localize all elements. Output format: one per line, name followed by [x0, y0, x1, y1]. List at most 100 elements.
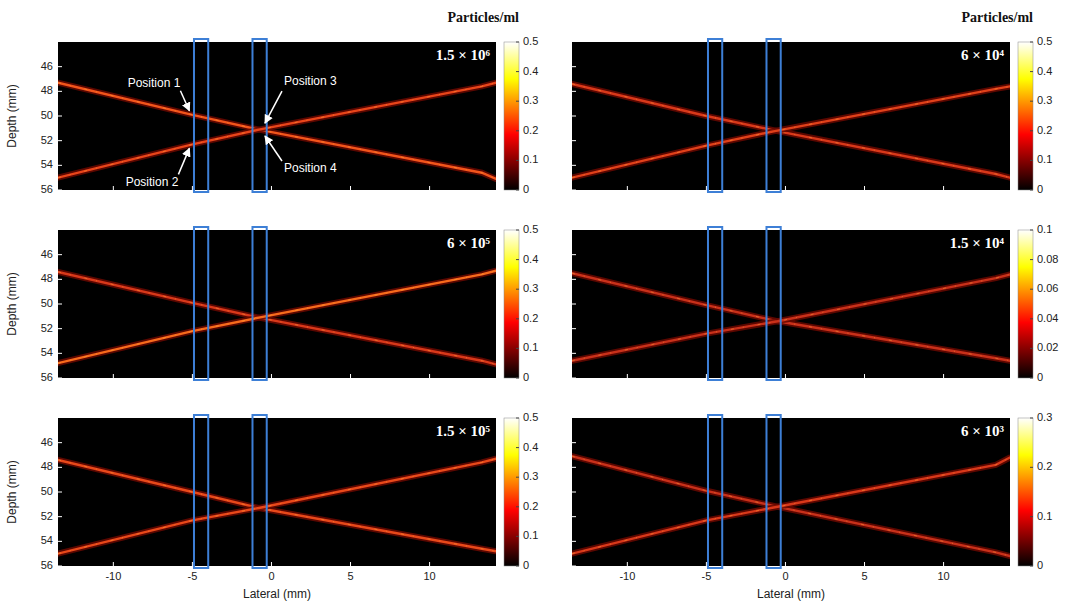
y-tick-label: 54	[41, 346, 53, 358]
vessel-glow	[58, 459, 496, 554]
y-tick	[572, 492, 576, 493]
colorbar-tick	[516, 190, 519, 191]
x-tick-label: -10	[105, 570, 121, 582]
figure: 4648505254561.5 × 10⁶Position 1Position …	[0, 0, 1072, 615]
x-tick-label: 0	[268, 570, 274, 582]
colorbar-tick	[1030, 348, 1033, 349]
annotation-label: Position 2	[126, 175, 179, 189]
vessel-glow	[572, 84, 1010, 178]
vessel-glow	[572, 458, 1010, 554]
x-tick	[192, 186, 193, 190]
colorbar-tick-label: 0.5	[523, 223, 538, 235]
colorbar-tick-label: 0	[1037, 183, 1043, 195]
y-tick	[572, 378, 576, 379]
y-tick	[572, 279, 576, 280]
x-tick	[350, 562, 351, 566]
annotation-arrow	[265, 136, 282, 161]
vessel-line	[572, 86, 1010, 177]
vessel-glow	[572, 274, 1010, 360]
x-tick	[627, 374, 628, 378]
y-tick	[572, 353, 576, 354]
vessel-speckle	[58, 459, 496, 554]
colorbar-tick-label: 0.4	[523, 65, 538, 77]
x-tick	[429, 374, 430, 378]
colorbar-tick-label: 0.3	[523, 470, 538, 482]
colorbar-tick-label: 0.3	[523, 282, 538, 294]
y-tick-label: 56	[41, 183, 53, 195]
colorbar-tick	[516, 418, 519, 419]
colorbar-tick	[1030, 130, 1033, 131]
x-tick	[785, 562, 786, 566]
x-tick-label: -5	[702, 570, 712, 582]
colorbar-tick	[1030, 516, 1033, 517]
y-tick	[58, 442, 62, 443]
y-tick	[572, 442, 576, 443]
vessel-line	[58, 271, 496, 364]
plot-background	[58, 418, 496, 566]
colorbar	[504, 230, 519, 378]
colorbar-tick	[516, 318, 519, 319]
y-tick-label: 52	[41, 134, 53, 146]
colorbar	[504, 418, 519, 566]
y-tick-label: 50	[41, 297, 53, 309]
y-tick	[58, 378, 62, 379]
position-box	[252, 227, 266, 380]
vessel-speckle	[572, 84, 1010, 178]
colorbar-tick	[516, 160, 519, 161]
y-tick	[572, 254, 576, 255]
y-tick	[572, 516, 576, 517]
vessel-glow	[572, 273, 1010, 361]
y-tick	[572, 66, 576, 67]
x-tick	[706, 562, 707, 566]
x-tick	[943, 186, 944, 190]
data-area	[58, 271, 496, 365]
y-tick	[572, 116, 576, 117]
position-box	[766, 39, 780, 192]
annotation-label: Position 4	[284, 161, 337, 175]
colorbar-tick	[1030, 566, 1033, 567]
colorbar-tick	[1030, 378, 1033, 379]
colorbar-tick-label: 0.1	[1037, 223, 1052, 235]
x-tick	[192, 374, 193, 378]
x-tick	[271, 562, 272, 566]
y-tick	[58, 492, 62, 493]
y-tick	[58, 116, 62, 117]
colorbar-tick-label: 0	[1037, 371, 1043, 383]
colorbar-tick	[516, 447, 519, 448]
y-tick	[572, 328, 576, 329]
x-tick	[864, 374, 865, 378]
y-tick-label: 54	[41, 534, 53, 546]
colorbar-tick-label: 0.04	[1037, 312, 1058, 324]
y-tick-label: 50	[41, 485, 53, 497]
y-tick-label: 46	[41, 248, 53, 260]
x-tick	[113, 186, 114, 190]
vessel-speckle	[572, 86, 1010, 177]
vessel-line	[572, 273, 1010, 361]
y-tick	[58, 165, 62, 166]
plot-background	[572, 42, 1010, 190]
y-tick-label: 56	[41, 559, 53, 571]
y-axis-title: Depth (mm)	[5, 272, 19, 335]
vessel-line	[572, 274, 1010, 360]
panel: -10-505106 × 10³00.10.20.3Lateral (mm)	[572, 411, 1052, 601]
colorbar-tick	[1030, 190, 1033, 191]
colorbar-tick	[516, 506, 519, 507]
y-tick	[58, 541, 62, 542]
x-tick	[271, 374, 272, 378]
y-tick	[58, 467, 62, 468]
y-tick	[572, 467, 576, 468]
y-tick	[58, 140, 62, 141]
colorbar-tick	[516, 566, 519, 567]
y-tick	[58, 66, 62, 67]
y-axis-title: Depth (mm)	[5, 460, 19, 523]
vessel-line	[58, 83, 496, 179]
colorbar-tick-label: 0.1	[523, 341, 538, 353]
colorbar-tick	[1030, 42, 1033, 43]
colorbar-tick	[516, 289, 519, 290]
x-tick	[113, 562, 114, 566]
colorbar-tick	[516, 477, 519, 478]
colorbar-tick	[1030, 259, 1033, 260]
colorbar-tick-label: 0.2	[523, 500, 538, 512]
y-tick-label: 52	[41, 322, 53, 334]
vessel-line	[58, 83, 496, 178]
